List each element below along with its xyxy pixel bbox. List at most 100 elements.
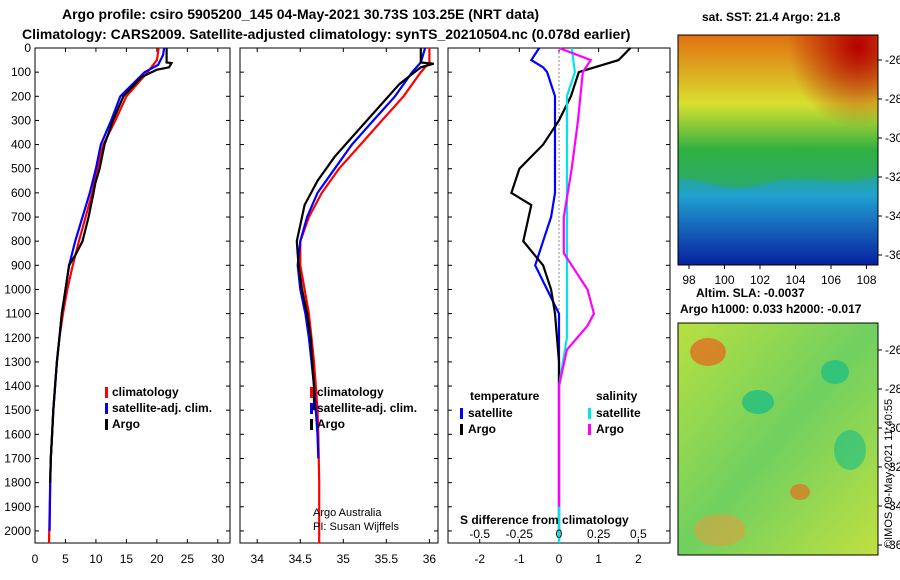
sla-lat-tick-label: -34 xyxy=(885,499,900,513)
legend-swatch xyxy=(588,408,591,419)
depth-tick-label: 1400 xyxy=(4,379,31,393)
profile-panel-3: -2 -1 0 1 2 temperature salinity satellite Argo s… xyxy=(447,46,671,566)
secondary-x-tick-label: 0.5 xyxy=(630,527,647,541)
legend-label: climatology xyxy=(112,385,179,399)
depth-tick-label: 300 xyxy=(11,113,31,127)
sla-lat-tick-label: -26 xyxy=(885,343,900,357)
legend-swatch xyxy=(310,387,313,398)
sla-map-low-anomaly xyxy=(821,360,849,384)
legend-swatch xyxy=(460,424,463,435)
legend-label: satellite-adj. clim. xyxy=(112,401,212,415)
x-tick-label: 2 xyxy=(635,552,642,566)
sla-map-high-anomaly xyxy=(690,338,726,366)
series-line-climatology xyxy=(299,48,431,543)
x-tick-label: 10 xyxy=(89,552,103,566)
depth-tick-label: 1600 xyxy=(4,427,31,441)
secondary-x-axis-title: S difference from climatology xyxy=(460,513,629,527)
depth-tick-label: 700 xyxy=(11,210,31,224)
legend-swatch xyxy=(105,387,108,398)
sst-lat-tick-label: -34 xyxy=(885,209,900,223)
x-tick-label: 36 xyxy=(423,552,437,566)
sst-lon-tick-label: 100 xyxy=(714,273,734,287)
secondary-x-tick-label: 0 xyxy=(556,527,563,541)
depth-tick-label: 1200 xyxy=(4,331,31,345)
x-tick-label: 35 xyxy=(337,552,351,566)
altim-height-label: Argo h1000: 0.033 h2000: -0.017 xyxy=(680,302,862,316)
depth-tick-label: 200 xyxy=(11,89,31,103)
x-tick-label: -1 xyxy=(514,552,525,566)
x-tick-label: 34 xyxy=(251,552,265,566)
depth-tick-label: 1700 xyxy=(4,451,31,465)
sla-lat-tick-label: -36 xyxy=(885,538,900,552)
depth-tick-label: 100 xyxy=(11,65,31,79)
depth-tick-label: 0 xyxy=(24,41,31,55)
secondary-x-tick-label: 0.25 xyxy=(587,527,611,541)
depth-tick-label: 1300 xyxy=(4,355,31,369)
legend-title-salinity: salinity xyxy=(596,389,638,403)
x-tick-label: 15 xyxy=(120,552,134,566)
x-tick-label: 5 xyxy=(62,552,69,566)
sst-lon-tick-label: 106 xyxy=(821,273,841,287)
depth-tick-label: 800 xyxy=(11,234,31,248)
series-line-salinity-argo xyxy=(557,46,596,507)
sst-lat-tick-label: -26 xyxy=(885,53,900,67)
legend-label: Argo xyxy=(596,422,624,436)
sst-lat-tick-label: -28 xyxy=(885,92,900,106)
x-tick-label: 30 xyxy=(211,552,225,566)
depth-tick-label: 1000 xyxy=(4,282,31,296)
sst-map-frame xyxy=(677,34,879,266)
legend-swatch xyxy=(105,403,108,414)
credit-line2: PI: Susan Wijffels xyxy=(313,521,399,533)
sst-lat-tick-label: -36 xyxy=(885,248,900,262)
depth-tick-label: 600 xyxy=(11,186,31,200)
x-tick-label: 0 xyxy=(556,552,563,566)
depth-tick-label: 400 xyxy=(11,138,31,152)
legend-label: satellite-adj. clim. xyxy=(317,401,417,415)
legend-swatch xyxy=(310,403,313,414)
sst-lon-tick-label: 104 xyxy=(785,273,805,287)
sla-map: -26 -28 -30 -32 -34 -36 xyxy=(677,322,900,556)
depth-tick-label: 1100 xyxy=(5,307,31,321)
depth-tick-label: 2000 xyxy=(4,524,31,538)
x-tick-label: 25 xyxy=(181,552,195,566)
sla-map-frame xyxy=(677,322,879,556)
sst-lat-tick-label: -30 xyxy=(885,131,900,145)
x-tick-label: 0 xyxy=(32,552,39,566)
sla-lat-tick-label: -28 xyxy=(885,382,900,396)
legend-swatch xyxy=(588,424,591,435)
series-line-argo xyxy=(49,48,174,483)
series-line-temperature-satellite xyxy=(529,47,561,543)
depth-tick-label: 500 xyxy=(11,162,31,176)
depth-tick-label: 1900 xyxy=(4,500,31,514)
sst-lon-tick-label: 98 xyxy=(682,273,696,287)
chart-title-line1: Argo profile: csiro 5905200_145 04-May-2… xyxy=(62,6,540,22)
profile-panel-1: 0100200300400500600700800900100011001200… xyxy=(4,41,231,566)
x-tick-label: 35.5 xyxy=(375,552,399,566)
panel-frame xyxy=(34,47,231,544)
sla-lat-tick-label: -32 xyxy=(885,460,900,474)
legend-label: Argo xyxy=(468,422,496,436)
legend-title-temperature: temperature xyxy=(470,389,540,403)
profile-panel-2: 34 34.5 35 35.5 36 climatology satellite-adj. … xyxy=(239,47,439,566)
sst-map-green-band xyxy=(678,147,878,188)
series-line-temperature-argo xyxy=(510,47,632,531)
sst-lat-tick-label: -32 xyxy=(885,170,900,184)
depth-tick-label: 1800 xyxy=(4,476,31,490)
legend-label: Argo xyxy=(317,417,345,431)
sla-map-low-anomaly xyxy=(742,390,774,414)
sla-map-high-anomaly xyxy=(694,514,746,546)
depth-tick-label: 1500 xyxy=(4,403,31,417)
legend-swatch xyxy=(105,419,108,430)
credit-line1: Argo Australia xyxy=(313,507,382,519)
x-tick-label: -2 xyxy=(474,552,485,566)
series-line-argo xyxy=(295,48,434,411)
sst-map: -26 -28 -30 -32 -34 -36 98 100 102 104 106 108 xyxy=(677,34,900,287)
chart-title-line2: Climatology: CARS2009. Satellite-adjuste… xyxy=(22,26,631,42)
legend-label: satellite xyxy=(596,406,641,420)
sst-lon-tick-label: 102 xyxy=(750,273,770,287)
sla-lat-tick-label: -30 xyxy=(885,421,900,435)
sla-map-low-anomaly xyxy=(834,430,866,470)
sla-map-high-anomaly xyxy=(790,484,810,500)
secondary-x-tick-label: -0.25 xyxy=(506,527,534,541)
